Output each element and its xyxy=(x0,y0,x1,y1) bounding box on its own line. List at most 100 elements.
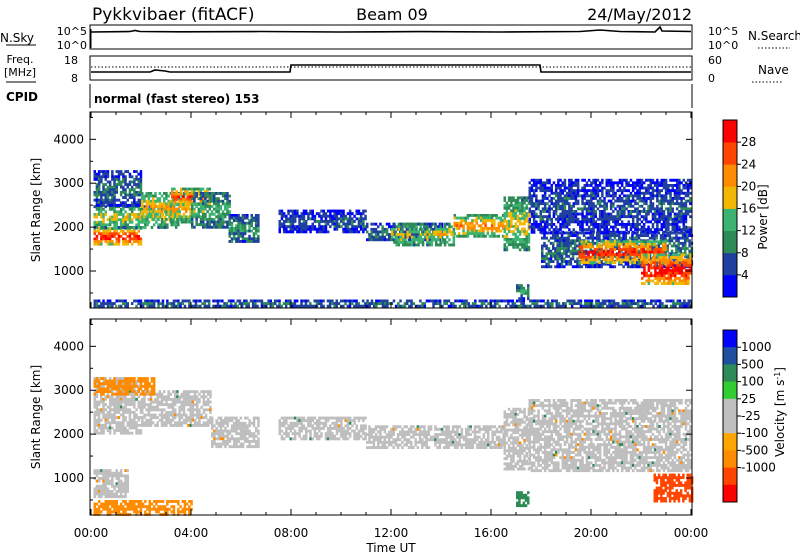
power-cell xyxy=(518,240,522,244)
power-cell xyxy=(124,196,127,199)
power-cell xyxy=(124,304,127,308)
heatmap-band-0-7 xyxy=(278,209,367,234)
power-cell xyxy=(475,229,478,233)
power-cell xyxy=(239,234,242,238)
power-cell xyxy=(627,204,630,208)
power-cell xyxy=(646,240,650,244)
power-cell xyxy=(684,191,688,195)
power-cell xyxy=(560,236,564,240)
power-cell xyxy=(213,207,216,211)
power-cell xyxy=(675,239,678,243)
power-cell xyxy=(257,229,260,233)
power-cell xyxy=(228,221,231,225)
power-cell xyxy=(503,243,506,247)
power-cell xyxy=(684,239,687,243)
power-cell xyxy=(684,186,688,190)
power-cell xyxy=(587,236,590,240)
power-cell xyxy=(106,175,110,179)
power-cell xyxy=(596,236,599,240)
power-cell xyxy=(163,215,167,219)
power-cell xyxy=(478,299,481,303)
power-cell xyxy=(647,186,650,190)
power-cell xyxy=(634,181,637,185)
power-cell xyxy=(453,224,456,228)
power-cell xyxy=(126,170,129,173)
power-cell xyxy=(651,181,655,185)
power-cell xyxy=(514,235,517,239)
power-cell xyxy=(664,199,668,203)
power-cell xyxy=(126,229,129,233)
power-cell xyxy=(560,260,564,263)
power-cell xyxy=(224,220,227,224)
power-cell xyxy=(651,250,654,254)
power-cell xyxy=(113,183,116,186)
power-cell xyxy=(640,240,643,244)
power-cell xyxy=(284,304,288,308)
power-cell xyxy=(561,207,564,211)
power-cell xyxy=(173,187,176,191)
power-cell xyxy=(571,234,575,237)
power-cell xyxy=(300,299,303,303)
power-cell xyxy=(350,302,354,305)
power-cell xyxy=(658,276,662,280)
power-cell xyxy=(503,225,506,228)
power-cell xyxy=(675,199,679,203)
power-cell xyxy=(647,189,650,193)
power-cell xyxy=(128,193,132,197)
power-cell xyxy=(551,302,554,305)
power-cell xyxy=(419,227,423,231)
power-cell xyxy=(161,207,165,211)
power-cell xyxy=(660,217,663,221)
power-cell xyxy=(146,304,149,308)
power-cell xyxy=(591,250,595,254)
power-cell xyxy=(620,212,624,216)
power-cell xyxy=(628,299,631,303)
power-cell xyxy=(642,217,646,221)
power-cell xyxy=(521,206,524,210)
power-cell xyxy=(518,297,521,301)
power-cell xyxy=(675,184,679,187)
power-cell xyxy=(514,209,517,213)
power-cell xyxy=(254,219,258,223)
power-cell xyxy=(640,181,644,185)
power-cell xyxy=(423,227,426,231)
power-cell xyxy=(543,223,547,226)
power-cell xyxy=(674,276,677,280)
power-cell xyxy=(159,302,162,305)
power-cell xyxy=(410,240,414,244)
power-cell xyxy=(173,200,176,204)
power-cell xyxy=(113,198,116,202)
power-cell xyxy=(567,254,570,258)
power-cell xyxy=(665,256,668,259)
power-cell xyxy=(359,212,363,216)
power-cell xyxy=(399,225,403,229)
power-cell xyxy=(97,210,101,214)
power-cell xyxy=(149,210,153,214)
power-cell xyxy=(130,218,134,222)
power-cell xyxy=(559,178,562,182)
power-cell xyxy=(621,299,624,303)
power-cell xyxy=(315,230,319,234)
power-cell xyxy=(182,205,186,208)
power-cell xyxy=(201,198,205,201)
power-cell xyxy=(684,204,688,208)
power-cell xyxy=(179,302,182,305)
power-cell xyxy=(601,217,604,221)
power-cell xyxy=(563,260,566,263)
power-cell xyxy=(144,226,147,229)
power-cell xyxy=(671,271,675,275)
power-cell xyxy=(278,209,281,213)
power-cell xyxy=(527,297,530,301)
power-cell xyxy=(143,210,146,214)
power-cell xyxy=(124,302,127,305)
power-cell xyxy=(633,248,636,251)
power-cell xyxy=(585,220,589,224)
power-cell xyxy=(633,231,636,235)
power-cell xyxy=(180,220,184,224)
power-cell xyxy=(594,197,597,200)
power-cell xyxy=(254,229,258,233)
power-cell xyxy=(667,184,670,187)
power-cell xyxy=(197,207,201,211)
power-cell xyxy=(518,286,521,290)
power-cell xyxy=(647,197,650,200)
